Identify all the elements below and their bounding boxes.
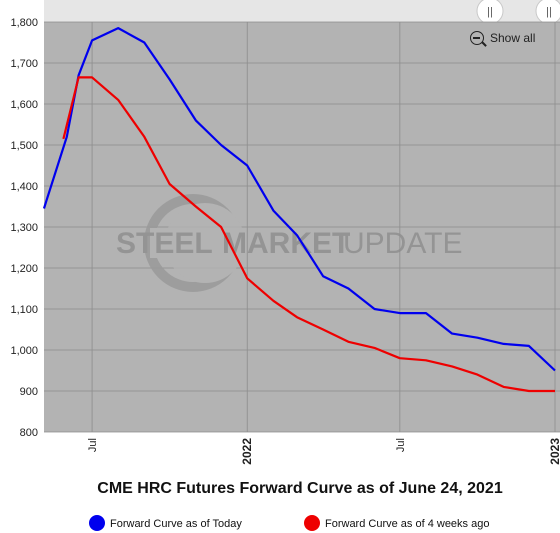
navigator-handle-right-glyph: || [546,6,552,18]
x-tick-label: Jul [395,438,407,452]
y-tick-label: 800 [20,427,38,439]
legend-label-4-weeks-ago: Forward Curve as of 4 weeks ago [325,518,489,530]
series-layer [42,27,556,393]
axis-layer: 800 900 1,000 1,100 1,200 1,300 1,400 1,500 1,60… [10,17,560,465]
legend-item-4-weeks-ago[interactable]: Forward Curve as of 4 weeks ago [304,515,489,531]
navigator-handle-left-glyph: || [487,6,493,18]
y-tick-label: 1,400 [10,181,38,193]
watermark-update: UPDATE [343,227,462,260]
y-tick-label: 1,700 [10,58,38,70]
y-tick-label: 1,800 [10,17,38,29]
y-tick-label: 1,200 [10,263,38,275]
y-tick-label: 1,300 [10,222,38,234]
show-all-button[interactable]: Show all [470,27,535,49]
navigator-handle-right[interactable]: || [535,0,560,25]
legend-label-today: Forward Curve as of Today [110,518,242,530]
x-tick-label: 2023 [548,438,560,465]
navigator-handle-left[interactable]: || [476,0,504,25]
navigator-band[interactable] [44,0,560,22]
y-tick-label: 900 [20,386,38,398]
x-tick-label: Jul [87,438,99,452]
x-tick-label: 2022 [240,438,254,465]
y-tick-label: 1,100 [10,304,38,316]
zoom-out-icon [470,31,484,45]
watermark-steel: STEEL [116,227,213,260]
series-line-4-weeks-ago[interactable] [62,76,555,393]
legend-marker-today [89,515,105,531]
y-tick-label: 1,500 [10,140,38,152]
legend-item-today[interactable]: Forward Curve as of Today [89,515,242,531]
grid-layer [44,21,560,433]
series-line-today[interactable] [42,27,556,372]
show-all-label: Show all [490,31,536,45]
y-tick-label: 1,000 [10,345,38,357]
legend-marker-4-weeks-ago [304,515,320,531]
chart-title: CME HRC Futures Forward Curve as of June… [97,480,503,497]
y-tick-label: 1,600 [10,99,38,111]
watermark: STEEL MARKET UPDATE [116,194,462,292]
legend: Forward Curve as of Today Forward Curve … [89,515,489,531]
watermark-market: MARKET [222,227,350,260]
